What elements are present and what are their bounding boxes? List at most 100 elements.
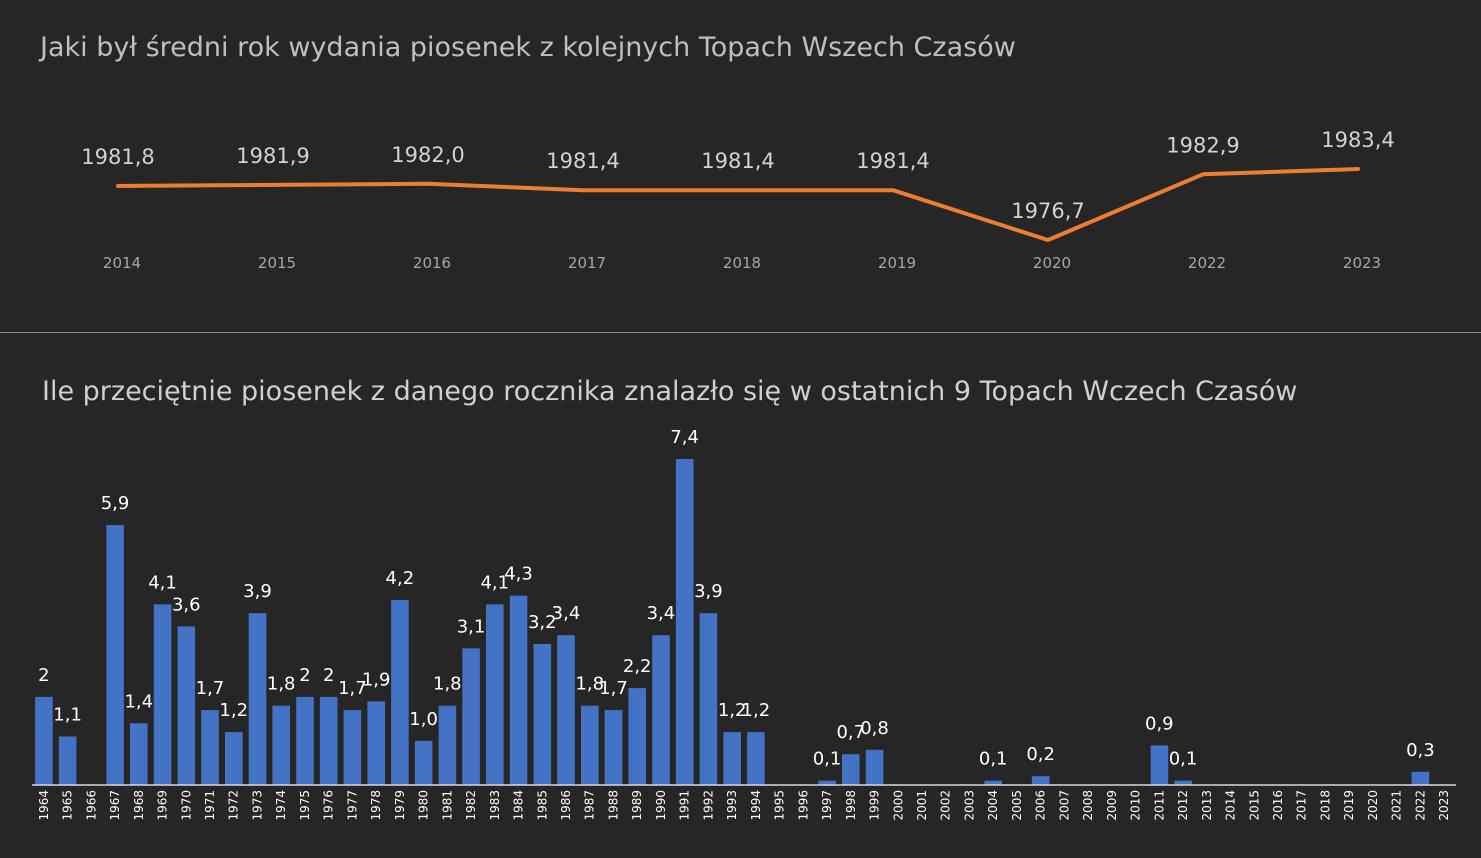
bar-data-label-1971: 1,7 [196,678,225,699]
bar-data-label-1981: 1,8 [433,674,462,695]
bar-tick-2017: 2017 [1295,790,1309,821]
bar-2004 [984,780,1002,785]
bar-data-label-1977: 1,7 [338,678,367,699]
bar-1975 [296,696,314,785]
bar-1968 [130,723,148,785]
bar-data-label-1978: 1,9 [362,669,391,690]
bar-data-label-2004: 0,1 [979,749,1008,770]
bar-tick-1967: 1967 [108,790,122,821]
line-data-label-2017: 1981,4 [546,149,619,173]
bar-data-label-1990: 3,4 [647,603,676,624]
bar-data-label-1987: 1,8 [575,674,604,695]
bar-tick-2001: 2001 [915,790,929,821]
bar-tick-2018: 2018 [1319,790,1333,821]
bar-1971 [201,710,219,785]
bar-tick-2011: 2011 [1152,790,1166,821]
bar-1997 [818,780,836,785]
bar-1984 [509,595,528,785]
bar-chart: Ile przeciętnie piosenek z danego roczni… [32,376,1456,821]
bar-2012 [1174,780,1192,785]
bar-tick-1976: 1976 [322,790,336,821]
bar-data-label-2006: 0,2 [1026,744,1055,765]
line-data-label-2014: 1981,8 [81,145,154,169]
line-data-label-2020: 1976,7 [1011,199,1084,223]
bar-tick-1968: 1968 [132,790,146,821]
bar-1999 [865,749,884,785]
bar-tick-1969: 1969 [156,790,170,821]
bar-1992 [699,613,718,785]
bar-tick-1964: 1964 [37,790,51,821]
bar-data-label-1999: 0,8 [860,718,889,739]
bar-1987 [581,705,599,785]
line-tick-2015: 2015 [258,254,296,272]
line-data-label-2019: 1981,4 [856,149,929,173]
bar-data-label-1974: 1,8 [267,674,296,695]
bar-tick-1996: 1996 [796,790,810,821]
bar-data-label-1970: 3,6 [172,594,201,615]
bar-tick-1997: 1997 [820,790,834,821]
bar-1994 [747,732,765,785]
line-data-labels: 1981,8 1981,9 1982,0 1981,4 1981,4 1981,4 1976… [81,128,1394,223]
bar-data-label-1976: 2 [323,665,334,686]
bar-data-label-2012: 0,1 [1169,749,1198,770]
chart-divider [0,332,1481,333]
bar-2006 [1031,776,1050,785]
line-tick-2020: 2020 [1033,254,1071,272]
bar-tick-1972: 1972 [227,790,241,821]
bar-tick-1998: 1998 [844,790,858,821]
bar-1989 [628,688,646,785]
bar-tick-1990: 1990 [654,790,668,821]
bar-1967 [106,525,124,785]
bar-data-label-1997: 0,1 [813,749,842,770]
bar-tick-1999: 1999 [868,790,882,821]
bar-tick-2002: 2002 [939,790,953,821]
bar-tick-2000: 2000 [891,790,905,821]
bar-1977 [343,710,362,785]
bar-data-label-1969: 4,1 [148,572,177,593]
bar-data-label-1975: 2 [299,665,310,686]
bar-tick-2004: 2004 [986,790,1000,821]
bar-data-label-1992: 3,9 [694,581,723,602]
line-x-axis-ticks: 2014 2015 2016 2017 2018 2019 2020 2022 2023 [103,254,1381,272]
bar-tick-2014: 2014 [1224,790,1238,821]
bar-tick-2023: 2023 [1437,790,1451,821]
bar-1993 [723,732,741,785]
bar-tick-1980: 1980 [417,790,431,821]
bar-tick-1983: 1983 [488,790,502,821]
line-data-label-2022: 1982,9 [1166,133,1239,157]
bar-tick-1975: 1975 [298,790,312,821]
bar-tick-2022: 2022 [1413,790,1427,821]
bar-1986 [557,635,575,785]
bar-data-label-1973: 3,9 [243,581,272,602]
bar-data-label-1967: 5,9 [101,493,130,514]
bar-data-label-1998: 0,7 [836,722,865,743]
bar-tick-2005: 2005 [1010,790,1024,821]
bar-tick-2007: 2007 [1057,790,1071,821]
bar-tick-2013: 2013 [1200,790,1214,821]
bar-tick-2012: 2012 [1176,790,1190,821]
bar-tick-2015: 2015 [1247,790,1261,821]
line-tick-2016: 2016 [413,254,451,272]
bar-1972 [225,732,243,785]
bar-1982 [462,648,480,785]
bar-series [35,459,1430,785]
bar-2011 [1150,745,1169,785]
line-chart-title: Jaki był średni rok wydania piosenek z k… [38,32,1016,63]
bar-tick-2003: 2003 [963,790,977,821]
bar-tick-1974: 1974 [274,790,288,821]
bar-tick-2008: 2008 [1081,790,1095,821]
bar-1969 [153,604,172,785]
line-tick-2017: 2017 [568,254,606,272]
bar-1980 [414,740,433,785]
bar-data-label-2011: 0,9 [1145,713,1174,734]
bar-data-label-1983: 4,1 [480,572,509,593]
bar-tick-1988: 1988 [607,790,621,821]
bar-chart-title: Ile przeciętnie piosenek z danego roczni… [42,376,1297,407]
bar-tick-1981: 1981 [440,790,454,821]
bar-tick-1973: 1973 [251,790,265,821]
bar-tick-1982: 1982 [464,790,478,821]
line-path [116,167,1360,242]
bar-tick-1977: 1977 [345,790,359,821]
line-data-label-2015: 1981,9 [236,144,309,168]
bar-tick-2006: 2006 [1034,790,1048,821]
